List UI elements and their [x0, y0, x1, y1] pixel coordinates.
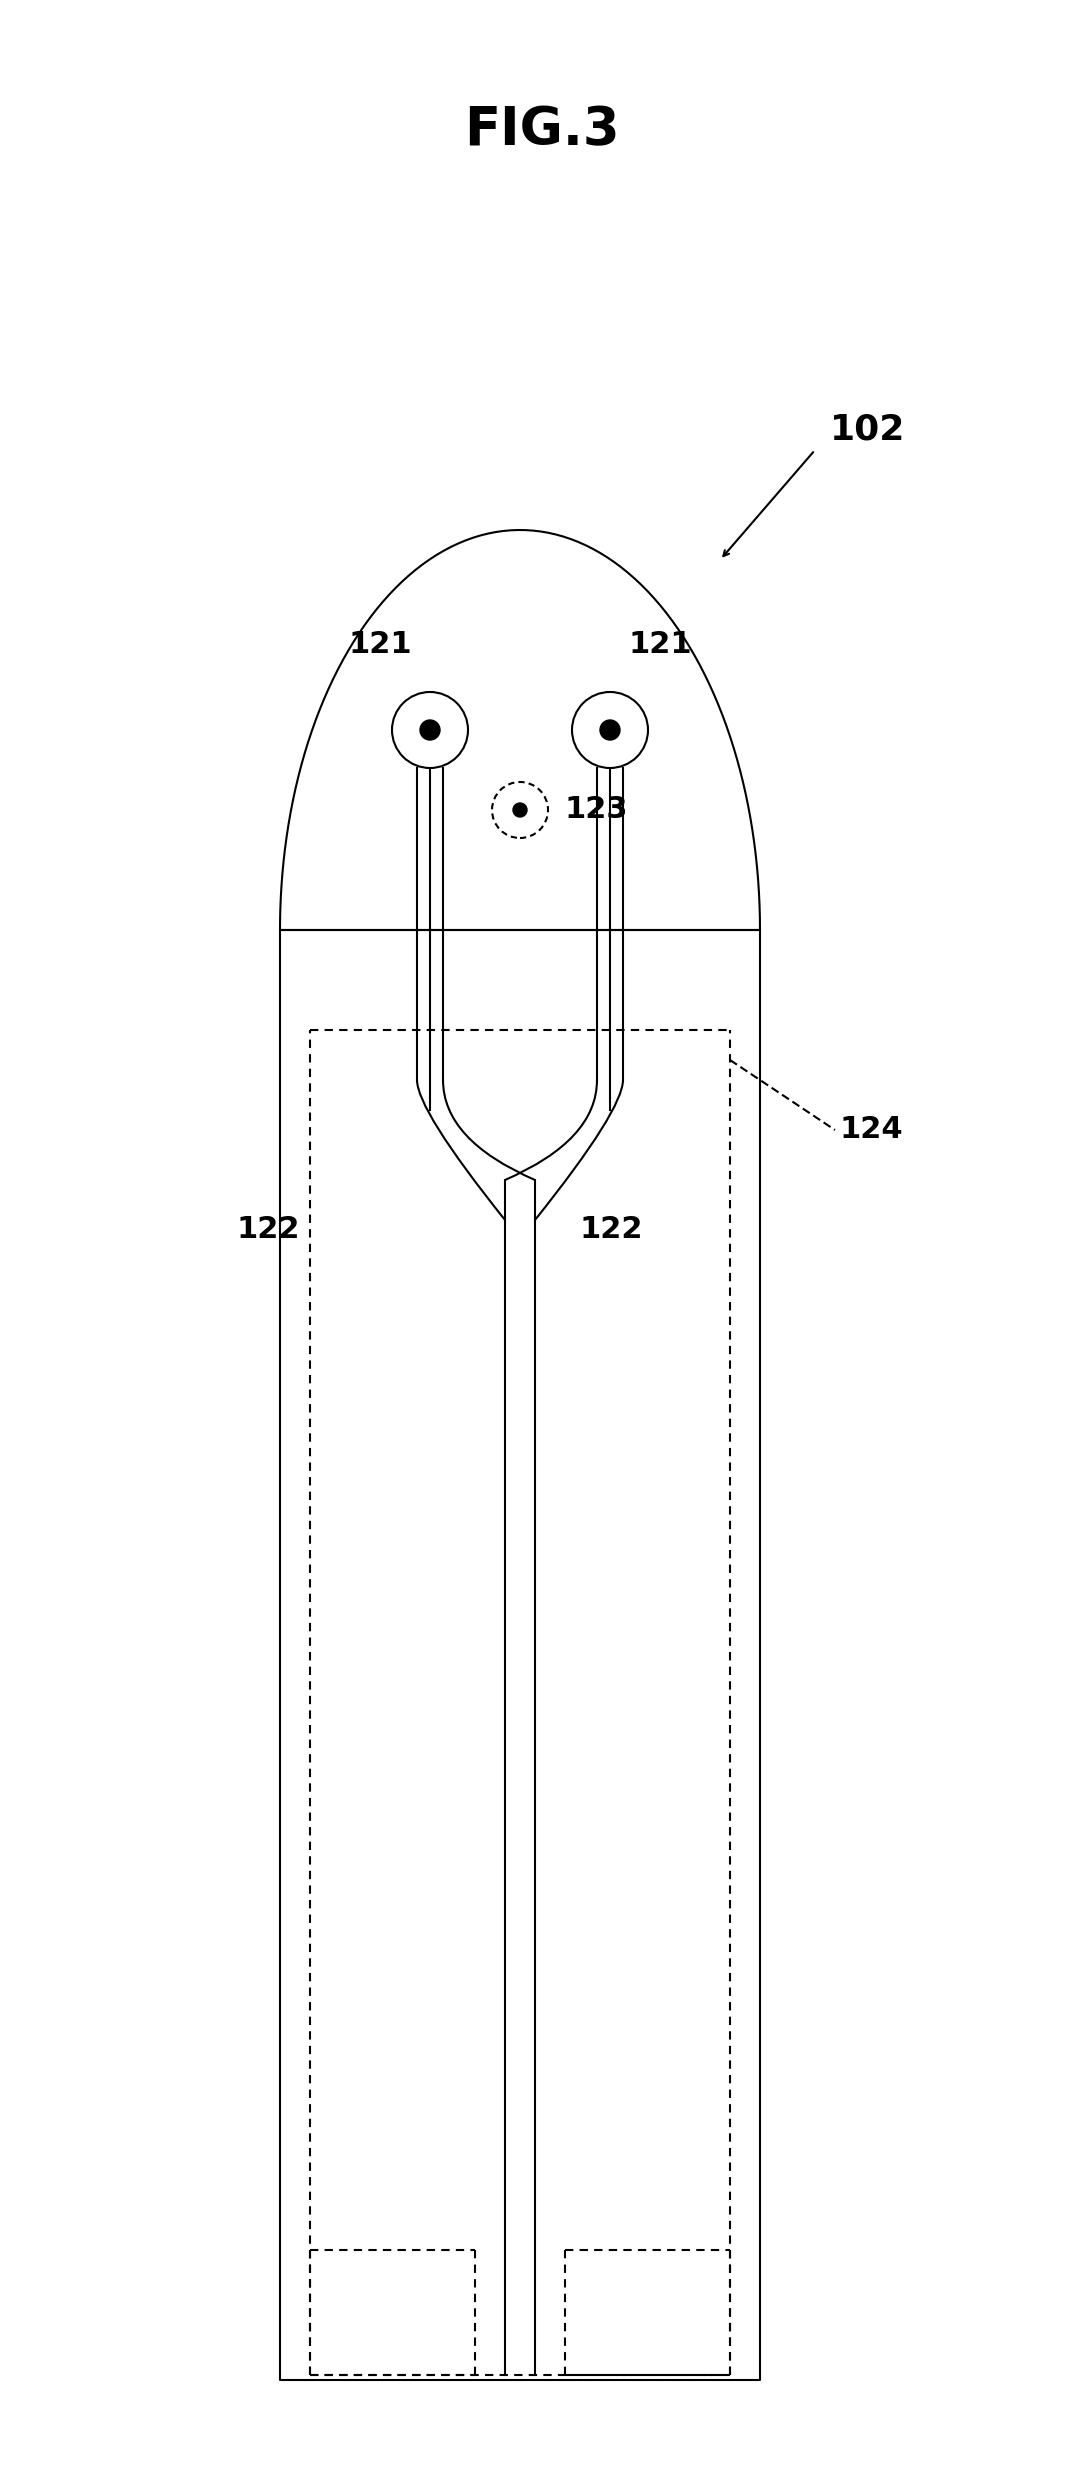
Text: 121: 121 [349, 630, 412, 660]
Text: 122: 122 [236, 1215, 300, 1245]
Circle shape [600, 719, 619, 739]
Text: FIG.3: FIG.3 [464, 104, 619, 156]
Circle shape [492, 781, 548, 838]
Text: 124: 124 [840, 1116, 903, 1143]
Circle shape [513, 804, 527, 816]
Circle shape [392, 692, 468, 769]
Text: 102: 102 [830, 414, 905, 446]
Circle shape [572, 692, 648, 769]
Circle shape [420, 719, 440, 739]
Text: 121: 121 [628, 630, 692, 660]
Text: 123: 123 [565, 796, 628, 823]
Text: 122: 122 [580, 1215, 643, 1245]
